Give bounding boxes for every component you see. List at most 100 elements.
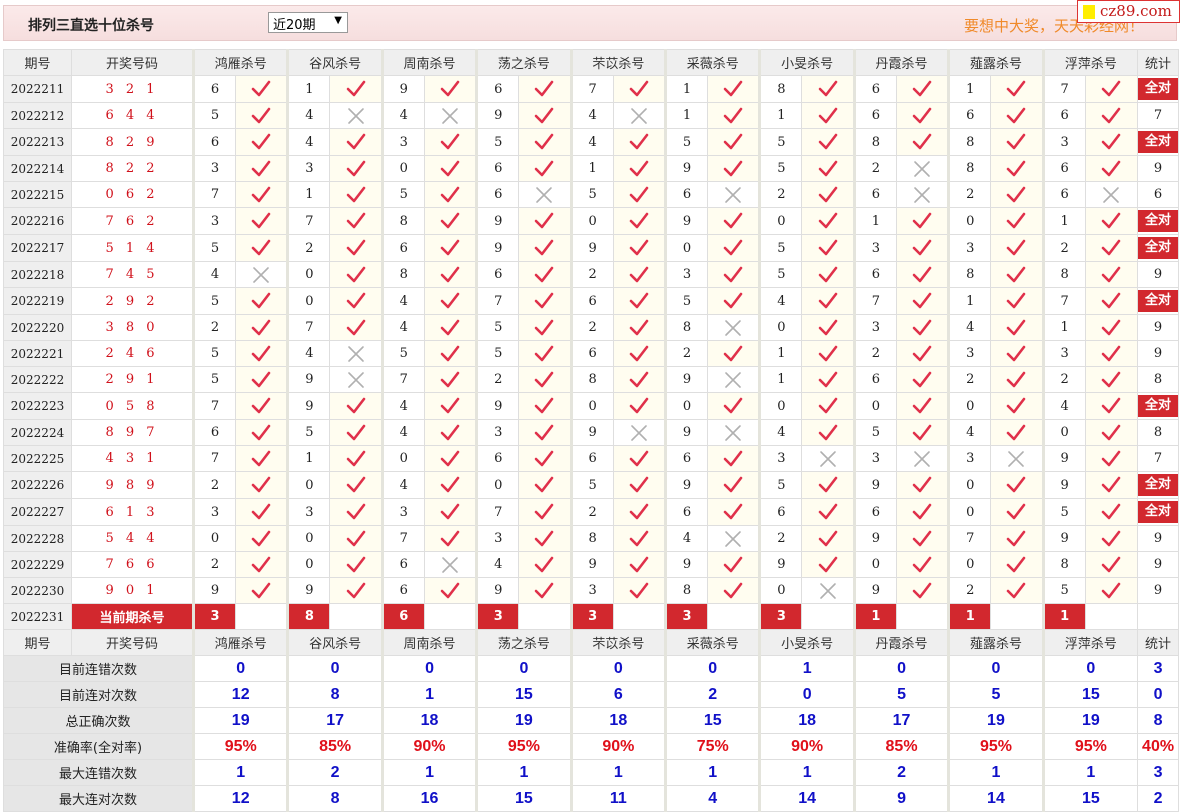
cross-icon	[347, 107, 364, 124]
site-logo[interactable]: cz89.com	[1077, 0, 1180, 23]
stat-value: 90%	[380, 733, 478, 760]
check-icon	[912, 212, 932, 229]
result-mark-cell	[801, 234, 855, 262]
result-mark-cell	[1084, 419, 1139, 446]
period-cell: 2022211	[3, 75, 72, 103]
result-mark-cell	[801, 471, 855, 499]
result-mark-cell	[423, 314, 478, 341]
check-icon	[535, 556, 554, 572]
kill-number-cell: 0	[286, 551, 331, 578]
kill-number-cell: 0	[286, 287, 331, 315]
kill-number-cell: 9	[1041, 445, 1086, 472]
result-mark-cell	[234, 525, 289, 552]
result-mark-cell	[990, 366, 1044, 393]
check-icon	[629, 133, 649, 150]
period-cell: 2022228	[3, 525, 72, 552]
kill-number-cell: 6	[852, 102, 897, 129]
kill-number-cell: 8	[947, 128, 992, 156]
check-icon	[629, 450, 649, 466]
check-icon	[251, 107, 271, 123]
check-icon	[346, 133, 365, 150]
result-mark-cell	[707, 551, 761, 578]
stat-value: 17	[286, 707, 383, 734]
kill-number-cell: 4	[380, 471, 425, 499]
cross-icon	[1008, 450, 1025, 467]
check-icon	[251, 80, 271, 97]
kill-number-cell: 1	[758, 102, 803, 129]
check-icon	[818, 530, 837, 546]
check-icon	[1007, 160, 1026, 176]
table-row: 2022211 3 2 1 6 1 9 6 7 1 8 6 1 7 全对	[3, 75, 1180, 103]
kill-number-cell: 4	[286, 102, 331, 129]
kill-number-cell: 8	[947, 155, 992, 182]
period-cell: 2022215	[3, 181, 72, 208]
kill-number-cell: 9	[286, 392, 331, 420]
result-mark-cell	[990, 181, 1044, 208]
check-icon	[1102, 292, 1121, 309]
stat-row: 目前连错次数 0 0 0 0 0 0 1 0 0 0 3	[3, 655, 1180, 682]
kill-number-cell: 6	[852, 261, 897, 288]
kill-number-cell: 5	[380, 340, 425, 367]
kill-number-cell: 6	[758, 498, 803, 526]
check-icon	[912, 266, 932, 282]
result-mark-cell	[423, 234, 478, 262]
check-icon	[1102, 160, 1121, 176]
stat-value: 4	[664, 785, 761, 812]
kill-number-cell: 2	[852, 340, 897, 367]
period-cell: 2022225	[3, 445, 72, 472]
kill-number-cell: 2	[852, 155, 897, 182]
dropdown-arrow-icon: ▼	[334, 15, 342, 26]
current-kill-number: 3	[569, 603, 614, 630]
check-icon	[723, 133, 743, 150]
stat-value: 8	[286, 785, 383, 812]
period-range-select[interactable]: 近20期 ▼	[268, 12, 348, 33]
result-mark-cell	[1084, 128, 1139, 156]
kill-number-cell: 9	[664, 207, 709, 235]
check-icon	[629, 371, 649, 387]
stat-value: 14	[758, 785, 855, 812]
check-icon	[912, 80, 932, 97]
kill-number-cell: 2	[569, 314, 614, 341]
result-mark-cell	[329, 366, 383, 393]
kill-number-cell: 0	[758, 207, 803, 235]
check-icon	[723, 582, 743, 598]
kill-number-cell: 9	[192, 577, 236, 604]
kill-number-cell: 6	[475, 75, 520, 103]
draw-number-cell: 6 4 4	[71, 102, 194, 129]
result-mark-cell	[612, 128, 667, 156]
stat-value: 1	[758, 759, 855, 786]
kill-number-cell: 1	[569, 155, 614, 182]
kill-number-cell: 0	[192, 525, 236, 552]
stat-total: 3	[1137, 759, 1180, 786]
kill-number-cell: 4	[380, 314, 425, 341]
result-mark-cell	[801, 340, 855, 367]
kill-number-cell: 5	[192, 366, 236, 393]
result-mark-cell	[895, 445, 950, 472]
check-icon	[346, 186, 365, 202]
check-icon	[440, 319, 460, 335]
result-mark-cell	[612, 181, 667, 208]
check-icon	[535, 397, 554, 414]
check-icon	[440, 450, 460, 466]
kill-number-cell: 3	[947, 340, 992, 367]
result-mark-cell	[990, 498, 1044, 526]
kill-number-cell: 6	[1041, 155, 1086, 182]
check-icon	[440, 239, 460, 256]
check-icon	[912, 292, 932, 309]
result-mark-cell	[518, 207, 572, 235]
kill-number-cell: 6	[192, 75, 236, 103]
kill-number-cell: 2	[192, 314, 236, 341]
column-header-expert: 鸿雁杀号	[191, 49, 289, 76]
kill-number-cell: 5	[664, 128, 709, 156]
check-icon	[535, 319, 554, 335]
all-correct-badge: 全对	[1138, 395, 1178, 417]
result-mark-cell	[234, 471, 289, 499]
kill-number-cell: 3	[947, 445, 992, 472]
kill-number-cell: 5	[1041, 498, 1086, 526]
check-icon	[1007, 397, 1026, 414]
check-icon	[535, 530, 554, 546]
check-icon	[818, 397, 837, 414]
result-mark-cell	[423, 392, 478, 420]
